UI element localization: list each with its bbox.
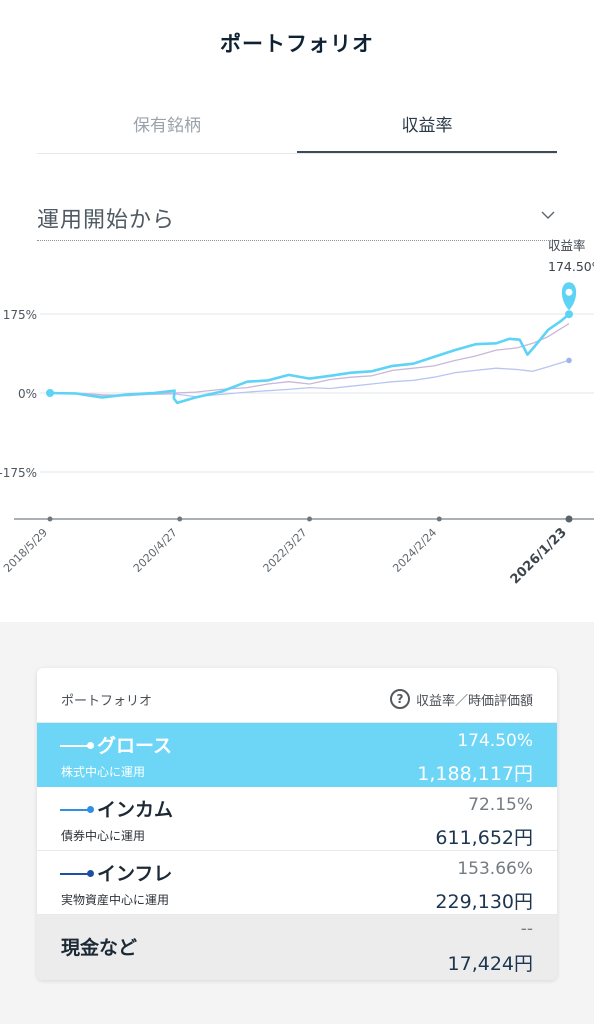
annotation-value: 174.50% [548, 259, 594, 274]
growth-name: グロース [97, 735, 173, 757]
portfolio-row-cash: 現金など -- 17,424円 [37, 915, 557, 980]
inflation-description: 実物資産中心に運用 [61, 893, 170, 907]
cash-return-rate: -- [520, 919, 533, 939]
return-valuation-help[interactable]: ? 収益率／時価評価額 [389, 689, 533, 709]
x-tick-dot [565, 515, 573, 523]
return-chart[interactable]: 175% 0% -175% 2018/5/29 2020/4/27 2022/3/27 20… [0, 236, 594, 596]
inflation-legend-line [60, 870, 94, 877]
portfolio-row-growth[interactable]: グロース 株式中心に運用 174.50% 1,188,117円 [37, 723, 557, 787]
income-end-point [566, 357, 572, 364]
income-legend-dot [87, 806, 94, 813]
growth-valuation: 1,188,117円 [417, 763, 533, 785]
x-tick-label: 2022/3/27 [261, 526, 310, 575]
annotation-label: 収益率 [548, 238, 586, 253]
chevron-down-icon [541, 211, 555, 219]
y-tick-label: 175% [3, 308, 37, 322]
x-tick-dot [177, 516, 183, 522]
income-return-rate: 72.15% [468, 795, 533, 815]
income-legend-line [60, 806, 94, 813]
inflation-valuation: 229,130円 [435, 891, 533, 913]
growth-return-rate: 174.50% [457, 731, 533, 751]
x-tick-label: 2020/4/27 [131, 526, 180, 575]
growth-legend-line [60, 742, 94, 749]
x-tick-label: 2026/1/23 [508, 525, 570, 587]
return-valuation-label: 収益率／時価評価額 [415, 693, 533, 709]
cash-valuation: 17,424円 [447, 953, 533, 975]
portfolio-card-title: ポートフォリオ [61, 694, 153, 709]
cash-name: 現金など [61, 937, 138, 959]
x-tick-dot [47, 516, 53, 522]
tab-holdings[interactable]: 保有銘柄 [133, 116, 201, 136]
portfolio-card: ポートフォリオ ? 収益率／時価評価額 グロース 株式中心に運用 174.50%… [37, 668, 557, 980]
income-description: 債券中心に運用 [61, 829, 146, 843]
series-start-point [46, 389, 54, 397]
period-select[interactable]: 運用開始から [37, 196, 557, 241]
portfolio-row-inflation[interactable]: インフレ 実物資産中心に運用 153.66% 229,130円 [37, 851, 557, 915]
growth-end-point [565, 310, 573, 319]
return-chart-svg: 175% 0% -175% 2018/5/29 2020/4/27 2022/3/27 20… [0, 238, 594, 587]
inflation-name: インフレ [97, 863, 173, 885]
income-valuation: 611,652円 [435, 827, 533, 849]
inflation-legend-dot [87, 870, 94, 877]
y-tick-label: 0% [18, 387, 37, 401]
y-tick-label: -175% [0, 466, 37, 480]
series-line-inflation [50, 323, 570, 397]
x-tick-dot [307, 516, 312, 522]
question-icon: ? [389, 689, 410, 709]
page-title: ポートフォリオ [220, 32, 374, 56]
x-tick-label: 2024/2/24 [390, 526, 439, 575]
tab-return-rate[interactable]: 収益率 [297, 108, 557, 153]
series-line-growth [49, 313, 570, 405]
tab-bar: 保有銘柄 収益率 [37, 108, 557, 154]
x-tick-label: 2018/5/29 [1, 526, 50, 575]
growth-description: 株式中心に運用 [61, 765, 146, 779]
period-select-label: 運用開始から [37, 208, 176, 233]
inflation-return-rate: 153.66% [457, 859, 533, 879]
portfolio-card-header: ポートフォリオ ? 収益率／時価評価額 [37, 668, 557, 723]
income-name: インカム [97, 799, 174, 821]
growth-legend-dot [87, 742, 94, 749]
location-pin-icon-center [565, 288, 573, 296]
x-tick-dot [436, 516, 442, 522]
location-pin-icon [561, 282, 577, 311]
portfolio-row-income[interactable]: インカム 債券中心に運用 72.15% 611,652円 [37, 787, 557, 851]
